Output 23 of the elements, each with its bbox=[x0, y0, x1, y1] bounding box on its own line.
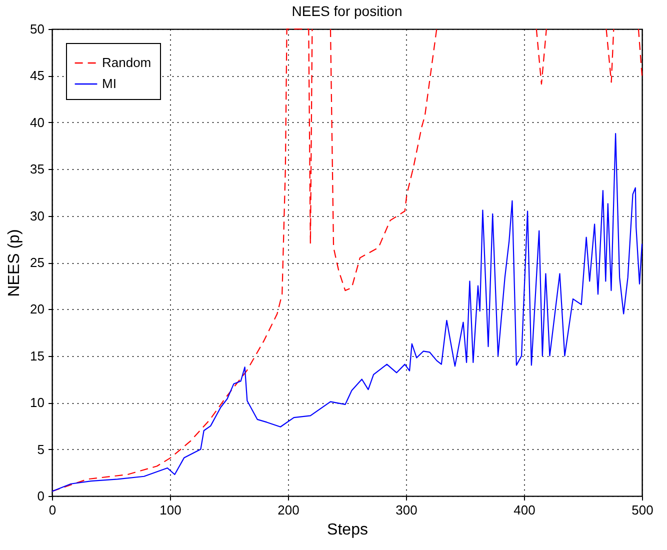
x-tick-label: 500 bbox=[632, 502, 654, 518]
y-tick-label: 40 bbox=[30, 114, 44, 130]
y-tick-label: 50 bbox=[30, 22, 44, 36]
y-tick-label: 15 bbox=[30, 348, 44, 364]
y-tick-label: 10 bbox=[30, 395, 44, 410]
x-tick-label: 200 bbox=[278, 502, 300, 518]
y-tick-label: 25 bbox=[30, 255, 44, 270]
x-tick-label: 100 bbox=[160, 502, 182, 518]
y-tick-label: 45 bbox=[30, 68, 44, 84]
x-axis-title: Steps bbox=[327, 522, 368, 538]
y-tick-label: 0 bbox=[37, 488, 44, 504]
x-tick-label: 300 bbox=[396, 502, 418, 518]
line-series bbox=[51, 133, 643, 492]
y-tick-label: 20 bbox=[30, 302, 44, 317]
legend-label: Random bbox=[102, 55, 152, 70]
x-tick-label: 0 bbox=[48, 502, 56, 518]
chart-title: NEES for position bbox=[292, 3, 402, 19]
legend-label: MI bbox=[102, 76, 116, 91]
x-tick-label: 400 bbox=[514, 502, 536, 518]
y-axis-title: NEES (p) bbox=[6, 229, 24, 297]
y-tick-label: 30 bbox=[30, 208, 44, 224]
y-tick-label: 5 bbox=[37, 442, 44, 457]
y-tick-label: 35 bbox=[30, 162, 44, 177]
